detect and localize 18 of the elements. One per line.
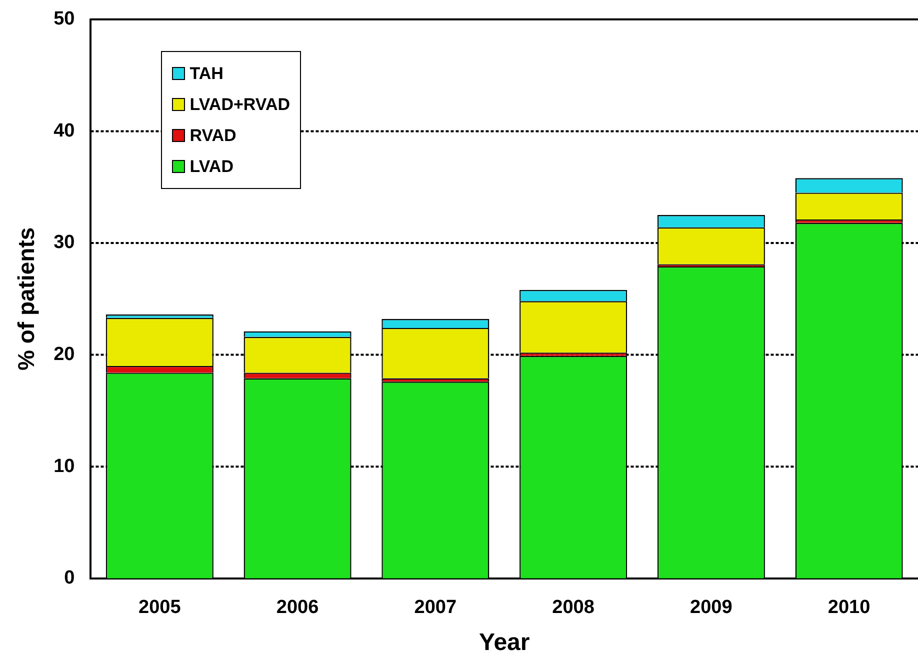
y-tick-label: 50	[54, 8, 75, 30]
legend-label: LVAD+RVAD	[190, 94, 290, 115]
x-tick-label: 2007	[414, 597, 457, 618]
y-tick-label: 0	[64, 568, 75, 589]
y-tick-label: 30	[54, 232, 75, 254]
y-axis-title: % of patients	[13, 227, 40, 370]
x-tick-label: 2008	[552, 597, 594, 618]
x-tick-label: 2005	[138, 597, 182, 618]
legend-label: TAH	[190, 64, 224, 84]
legend-label: LVAD	[190, 156, 234, 177]
x-tick-label: 2009	[690, 597, 732, 618]
x-axis-title: Year	[479, 629, 530, 656]
y-tick-label: 40	[54, 120, 75, 142]
y-tick-label: 20	[54, 344, 75, 366]
y-tick-label: 10	[54, 456, 75, 477]
x-tick-label: 2010	[828, 597, 870, 618]
x-tick-label: 2006	[276, 597, 319, 618]
legend-label: RVAD	[190, 126, 236, 146]
